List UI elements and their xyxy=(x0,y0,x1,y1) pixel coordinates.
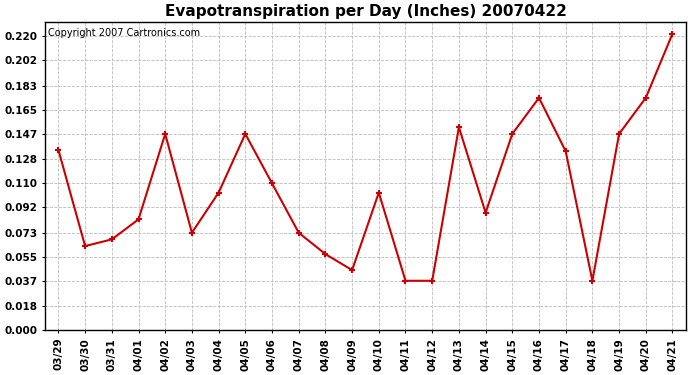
Title: Evapotranspiration per Day (Inches) 20070422: Evapotranspiration per Day (Inches) 2007… xyxy=(164,4,566,19)
Text: Copyright 2007 Cartronics.com: Copyright 2007 Cartronics.com xyxy=(48,28,200,38)
